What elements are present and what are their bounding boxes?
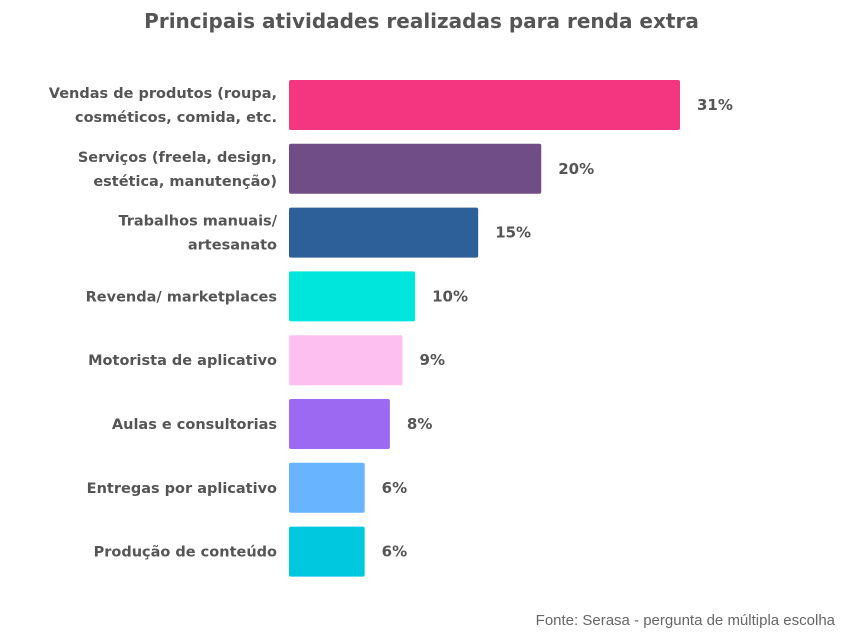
value-label: 20% xyxy=(558,160,594,178)
value-label: 6% xyxy=(382,543,407,561)
bar xyxy=(289,207,479,258)
value-label: 8% xyxy=(407,415,432,433)
bar xyxy=(289,399,390,449)
category-label: Motorista de aplicativo xyxy=(88,353,277,369)
bar xyxy=(289,335,403,386)
value-label: 6% xyxy=(382,479,407,497)
value-label: 10% xyxy=(432,287,468,305)
category-label: Revenda/ marketplaces xyxy=(86,289,277,305)
value-label: 9% xyxy=(420,351,445,369)
bar xyxy=(289,526,365,577)
category-label: Serviços (freela, design, estética, manut… xyxy=(78,150,277,190)
bar xyxy=(289,143,542,194)
value-label: 15% xyxy=(495,224,531,242)
category-label: Produção de conteúdo xyxy=(94,545,277,561)
category-label: Aulas e consultorias xyxy=(112,417,277,433)
bar xyxy=(289,271,416,322)
bar xyxy=(289,462,365,513)
source-note: Fonte: Serasa - pergunta de múltipla esc… xyxy=(535,612,835,629)
category-label: Trabalhos manuais/artesanato xyxy=(118,214,277,254)
category-label: Entregas por aplicativo xyxy=(87,481,277,497)
chart-title: Principais atividades realizadas para re… xyxy=(144,9,699,33)
category-label: Vendas de produtos (roupa, cosméticos, co… xyxy=(49,86,277,126)
value-label: 31% xyxy=(697,96,733,114)
bar xyxy=(289,80,680,130)
